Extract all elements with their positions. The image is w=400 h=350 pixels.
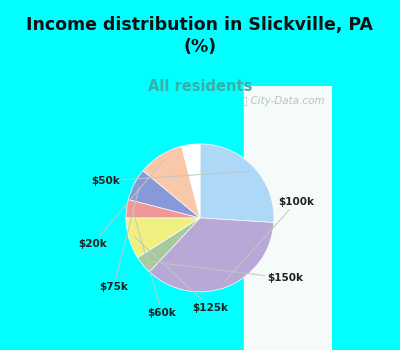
Text: $50k: $50k <box>91 171 250 186</box>
Text: $75k: $75k <box>99 187 139 292</box>
Wedge shape <box>126 218 200 258</box>
Wedge shape <box>143 146 200 218</box>
Text: $20k: $20k <box>78 160 164 249</box>
Wedge shape <box>182 144 200 218</box>
Text: $100k: $100k <box>225 197 314 281</box>
Text: $125k: $125k <box>135 237 228 313</box>
Wedge shape <box>200 144 274 223</box>
Wedge shape <box>128 171 200 218</box>
Wedge shape <box>149 218 274 292</box>
Wedge shape <box>126 199 200 218</box>
Text: Income distribution in Slickville, PA
(%): Income distribution in Slickville, PA (%… <box>26 16 374 56</box>
Wedge shape <box>138 218 200 272</box>
Text: ⓘ City-Data.com: ⓘ City-Data.com <box>240 96 324 106</box>
Text: All residents: All residents <box>148 79 252 94</box>
Polygon shape <box>244 1 400 350</box>
Text: $60k: $60k <box>132 209 176 318</box>
Text: $150k: $150k <box>148 261 304 283</box>
